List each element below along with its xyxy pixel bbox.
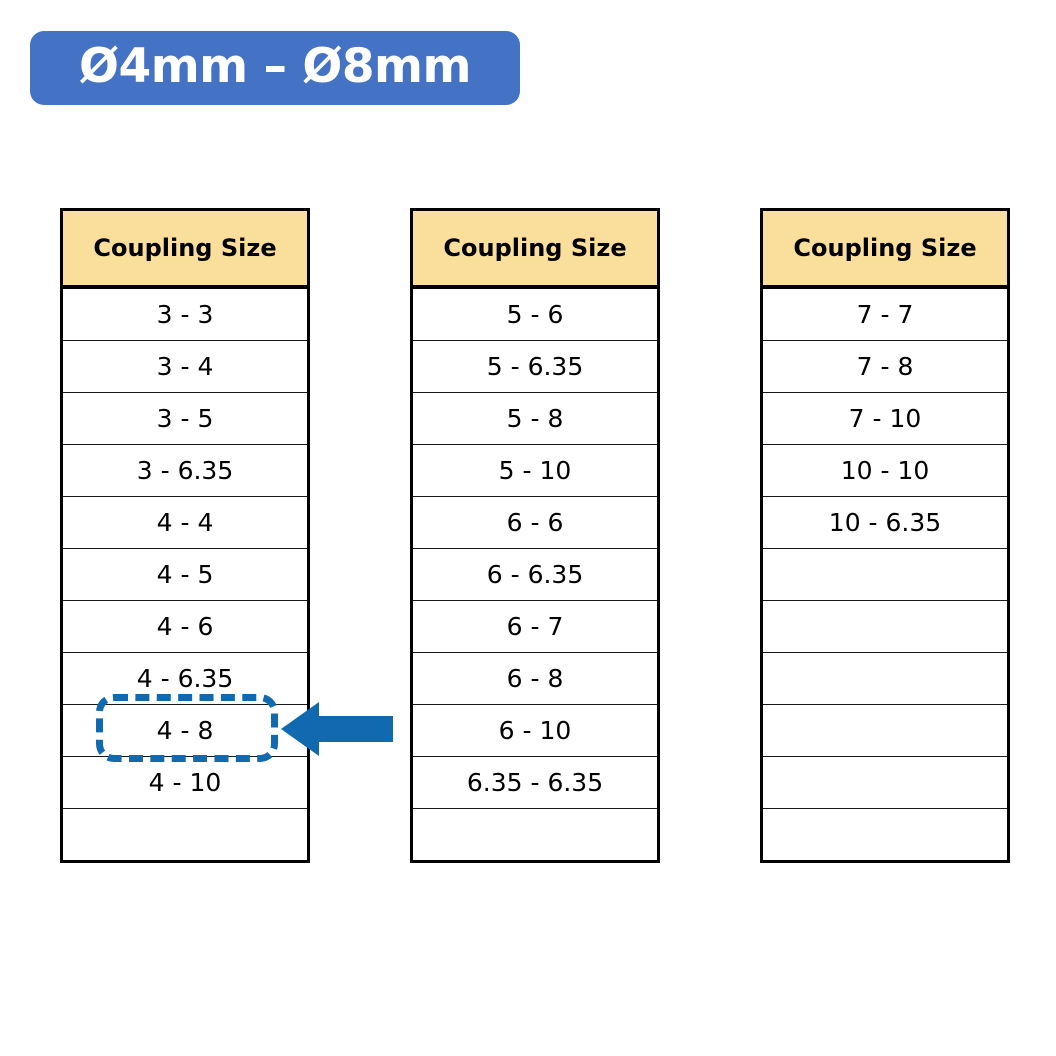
table-row[interactable]: 10 - 10 <box>763 445 1007 497</box>
table-3-body: 7 - 7 7 - 8 7 - 10 10 - 10 10 - 6.35 <box>763 289 1007 860</box>
cell-value: 3 - 5 <box>156 404 214 433</box>
table-row[interactable]: 5 - 6.35 <box>413 341 657 393</box>
cell-value: 7 - 8 <box>856 352 914 381</box>
table-2-body: 5 - 6 5 - 6.35 5 - 8 5 - 10 6 - 6 6 - 6.… <box>413 289 657 860</box>
cell-value: 3 - 4 <box>156 352 214 381</box>
table-row[interactable]: 6 - 8 <box>413 653 657 705</box>
cell-value: 4 - 6 <box>156 612 214 641</box>
cell-value: 10 - 6.35 <box>828 508 942 537</box>
table-row[interactable]: 3 - 6.35 <box>63 445 307 497</box>
table-2-header: Coupling Size <box>413 211 657 289</box>
table-row[interactable]: 6.35 - 6.35 <box>413 757 657 809</box>
table-row-empty[interactable] <box>763 549 1007 601</box>
cell-value: 5 - 6 <box>506 300 564 329</box>
page-title: Ø4mm – Ø8mm <box>79 39 471 94</box>
table-row[interactable]: 6 - 7 <box>413 601 657 653</box>
coupling-size-table-1: Coupling Size 3 - 3 3 - 4 3 - 5 3 - 6.35… <box>60 208 310 863</box>
table-1-header: Coupling Size <box>63 211 307 289</box>
cell-value: 6 - 7 <box>506 612 564 641</box>
table-row[interactable]: 4 - 4 <box>63 497 307 549</box>
table-row[interactable]: 4 - 6 <box>63 601 307 653</box>
table-row[interactable]: 3 - 3 <box>63 289 307 341</box>
table-row-empty[interactable] <box>763 653 1007 705</box>
table-row[interactable]: 6 - 10 <box>413 705 657 757</box>
cell-value: 7 - 10 <box>848 404 922 433</box>
cell-value: 5 - 8 <box>506 404 564 433</box>
cell-value: 6 - 8 <box>506 664 564 693</box>
coupling-size-table-2: Coupling Size 5 - 6 5 - 6.35 5 - 8 5 - 1… <box>410 208 660 863</box>
cell-value: 7 - 7 <box>856 300 914 329</box>
title-banner: Ø4mm – Ø8mm <box>30 31 520 105</box>
table-2-header-label: Coupling Size <box>443 234 627 262</box>
cell-value: 4 - 8 <box>156 716 214 745</box>
table-row[interactable]: 7 - 8 <box>763 341 1007 393</box>
cell-value: 6 - 10 <box>498 716 572 745</box>
table-row[interactable]: 7 - 7 <box>763 289 1007 341</box>
table-row[interactable]: 3 - 4 <box>63 341 307 393</box>
cell-value: 6 - 6 <box>506 508 564 537</box>
cell-value: 4 - 4 <box>156 508 214 537</box>
table-row-highlighted[interactable]: 4 - 8 <box>63 705 307 757</box>
table-1-body: 3 - 3 3 - 4 3 - 5 3 - 6.35 4 - 4 4 - 5 4… <box>63 289 307 860</box>
cell-value: 4 - 6.35 <box>136 664 234 693</box>
table-row[interactable]: 4 - 5 <box>63 549 307 601</box>
cell-value: 6 - 6.35 <box>486 560 584 589</box>
table-row[interactable]: 10 - 6.35 <box>763 497 1007 549</box>
table-row[interactable]: 7 - 10 <box>763 393 1007 445</box>
table-1-header-label: Coupling Size <box>93 234 277 262</box>
table-row-empty[interactable] <box>763 809 1007 860</box>
table-row[interactable]: 5 - 8 <box>413 393 657 445</box>
table-3-header: Coupling Size <box>763 211 1007 289</box>
table-row[interactable]: 6 - 6 <box>413 497 657 549</box>
cell-value: 4 - 5 <box>156 560 214 589</box>
table-row-empty[interactable] <box>413 809 657 860</box>
cell-value: 10 - 10 <box>840 456 930 485</box>
table-row[interactable]: 5 - 10 <box>413 445 657 497</box>
table-3-header-label: Coupling Size <box>793 234 977 262</box>
cell-value: 5 - 10 <box>498 456 572 485</box>
table-row-empty[interactable] <box>763 601 1007 653</box>
arrow-left-icon <box>281 702 393 756</box>
table-row[interactable]: 4 - 6.35 <box>63 653 307 705</box>
table-row-empty[interactable] <box>63 809 307 860</box>
table-row-empty[interactable] <box>763 757 1007 809</box>
table-row[interactable]: 6 - 6.35 <box>413 549 657 601</box>
table-row-empty[interactable] <box>763 705 1007 757</box>
coupling-size-table-3: Coupling Size 7 - 7 7 - 8 7 - 10 10 - 10… <box>760 208 1010 863</box>
cell-value: 3 - 3 <box>156 300 214 329</box>
table-row[interactable]: 5 - 6 <box>413 289 657 341</box>
table-row[interactable]: 4 - 10 <box>63 757 307 809</box>
table-row[interactable]: 3 - 5 <box>63 393 307 445</box>
cell-value: 3 - 6.35 <box>136 456 234 485</box>
cell-value: 4 - 10 <box>148 768 222 797</box>
cell-value: 6.35 - 6.35 <box>466 768 604 797</box>
cell-value: 5 - 6.35 <box>486 352 584 381</box>
